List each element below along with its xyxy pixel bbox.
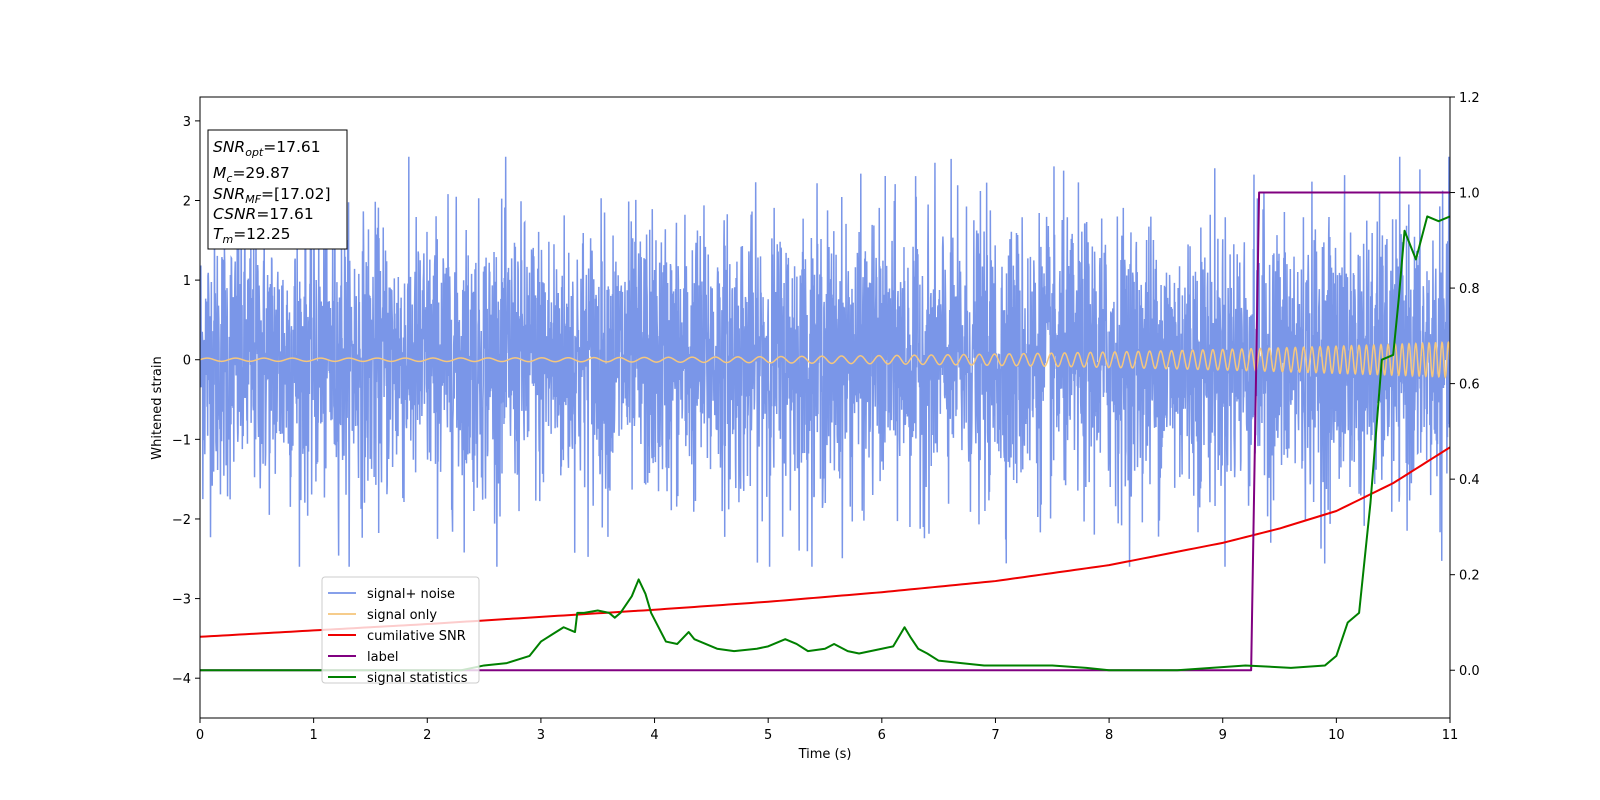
x-tick-label: 3	[537, 728, 545, 743]
x-tick-label: 11	[1442, 728, 1459, 743]
y-axis-right: 1.2 1.0 0.8 0.6 0.4 0.2 0.0	[1450, 91, 1480, 679]
y-tick-label: 3	[183, 115, 191, 130]
y-tick-label: 1	[183, 274, 191, 289]
info-csnr: CSNR=17.61	[213, 205, 314, 223]
x-axis-label: Time (s)	[798, 747, 852, 762]
series-signal-only	[200, 341, 1450, 379]
y2-tick-label: 0.4	[1459, 473, 1480, 488]
x-tick-label: 8	[1105, 728, 1113, 743]
x-tick-label: 7	[991, 728, 999, 743]
series-signal-statistics	[200, 215, 1450, 672]
info-mc: Mc=29.87	[213, 164, 290, 185]
y-tick-label: −1	[172, 433, 191, 448]
series-signal-noise	[200, 156, 1450, 567]
legend-label: cumilative SNR	[367, 629, 466, 644]
info-tm: Tm=12.25	[213, 225, 291, 246]
y-tick-label: −3	[172, 593, 191, 608]
x-tick-label: 10	[1328, 728, 1345, 743]
y-tick-label: 0	[183, 354, 191, 369]
series-label	[200, 191, 1450, 672]
y-axis-left: 3 2 1 0 −1 −2 −3 −4	[172, 115, 200, 687]
y2-tick-label: 1.0	[1459, 187, 1480, 202]
y2-tick-label: 0.6	[1459, 378, 1480, 393]
x-tick-label: 1	[309, 728, 317, 743]
legend-label: signal only	[367, 608, 437, 623]
legend-label: signal+ noise	[367, 587, 455, 602]
y-tick-label: −4	[172, 672, 191, 687]
info-box: SNRopt=17.61 Mc=29.87 SNRMF=[17.02] CSNR…	[207, 129, 348, 250]
legend: signal+ noise signal only cumilative SNR la…	[321, 576, 480, 686]
y-tick-label: −2	[172, 513, 191, 528]
legend-label: label	[367, 650, 398, 665]
y2-tick-label: 0.2	[1459, 569, 1480, 584]
y-tick-label: 2	[183, 195, 191, 210]
y-axis-label: Whitened strain	[150, 356, 165, 459]
x-tick-label: 5	[764, 728, 772, 743]
x-tick-label: 9	[1219, 728, 1227, 743]
x-tick-label: 2	[423, 728, 431, 743]
x-tick-label: 0	[196, 728, 204, 743]
info-snr-mf: SNRMF=[17.02]	[213, 185, 331, 206]
plot-frame	[199, 96, 1451, 719]
legend-label: signal statistics	[367, 671, 468, 686]
info-snr-opt: SNRopt=17.61	[213, 138, 321, 159]
x-axis: 0 1 2 3 4 5 6 7 8 9 10 11	[196, 718, 1458, 743]
y2-tick-label: 0.8	[1459, 282, 1480, 297]
y2-tick-label: 0.0	[1459, 664, 1480, 679]
x-tick-label: 6	[878, 728, 886, 743]
y2-tick-label: 1.2	[1459, 91, 1480, 106]
x-tick-label: 4	[650, 728, 658, 743]
